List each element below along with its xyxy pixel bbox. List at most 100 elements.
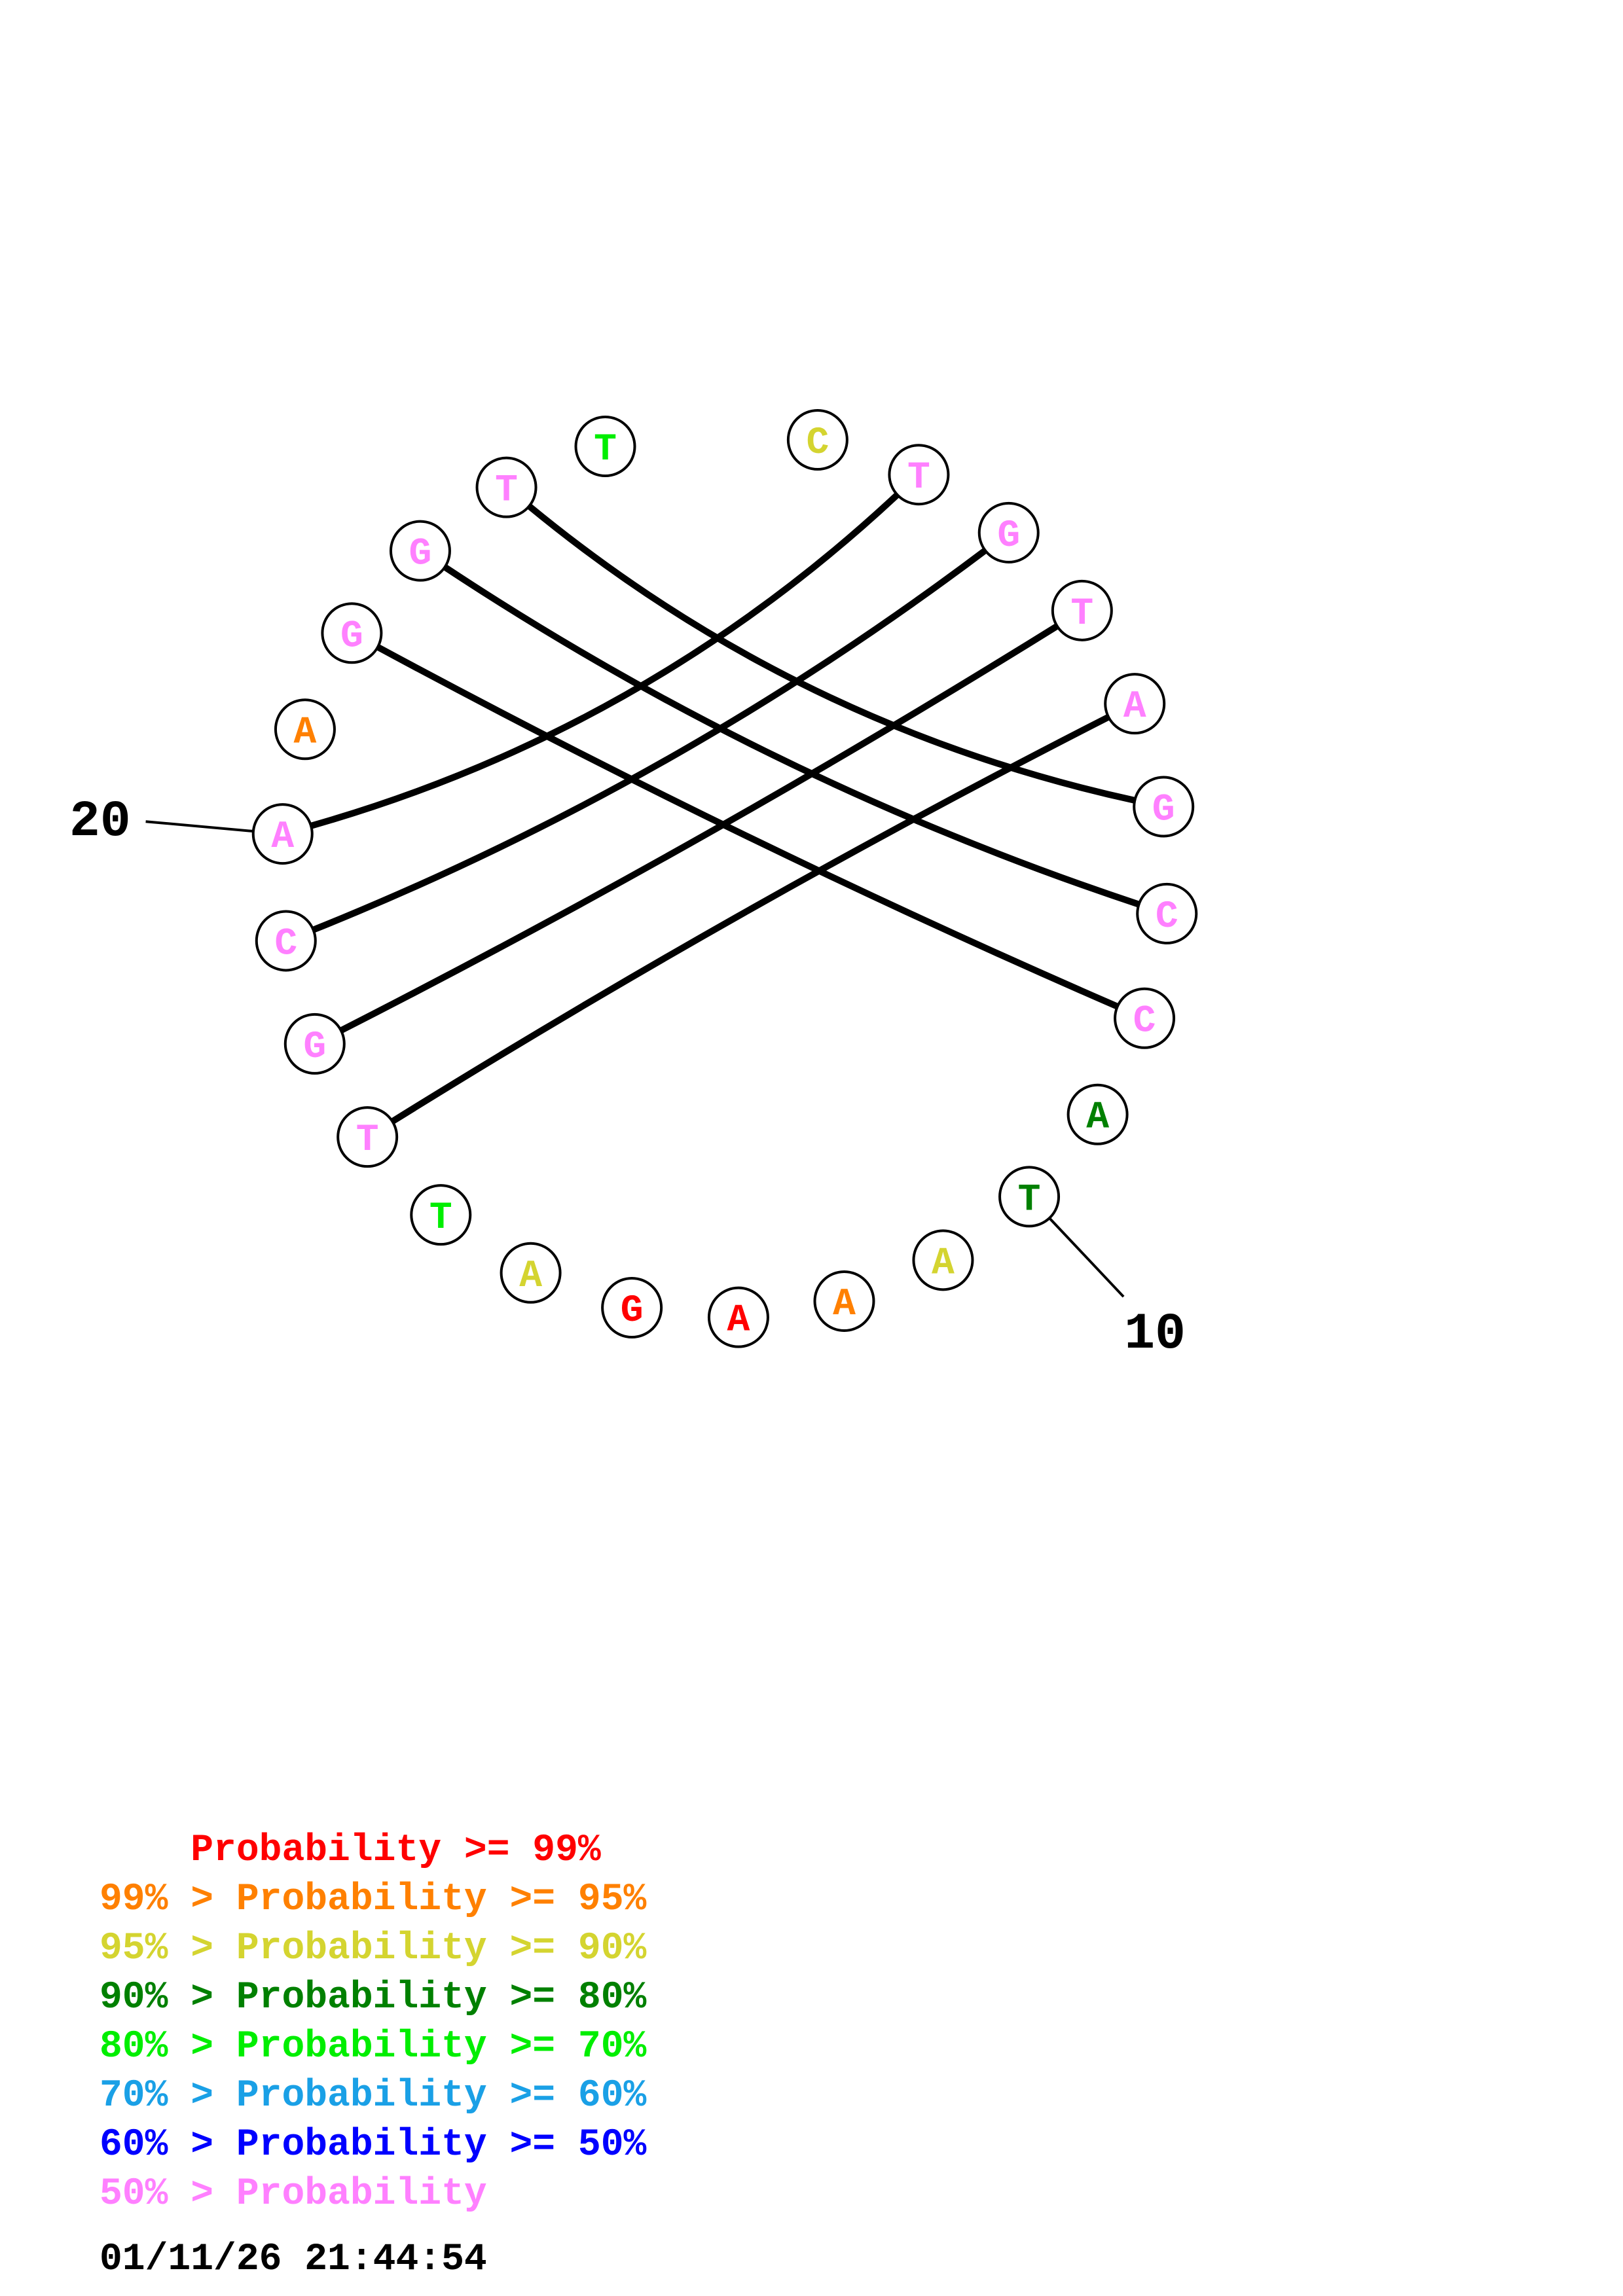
nucleotide-circle bbox=[912, 1229, 974, 1291]
base-pair-bond-2-20 bbox=[310, 492, 900, 829]
nucleotide-letter: G bbox=[409, 533, 432, 576]
nucleotide-circle bbox=[410, 1184, 472, 1246]
nucleotide-circle bbox=[500, 1242, 562, 1304]
nucleotide-letter: A bbox=[932, 1242, 955, 1285]
probability-legend: Probability >= 99% 99% > Probability >= 9… bbox=[100, 1826, 646, 2219]
nucleotide-3: G bbox=[977, 501, 1040, 564]
nucleotide-20: A bbox=[251, 803, 314, 865]
nucleotide-circle bbox=[321, 602, 383, 664]
nucleotide-letter: T bbox=[1018, 1179, 1041, 1221]
nucleotide-7: C bbox=[1136, 882, 1198, 944]
nucleotide-23: G bbox=[389, 520, 451, 582]
nucleotide-letter: A bbox=[271, 816, 294, 859]
nucleotide-circle bbox=[888, 444, 950, 506]
base-pair-bond-3-19 bbox=[312, 547, 987, 933]
nucleotide-25: T bbox=[574, 416, 636, 478]
nucleotide-21: A bbox=[274, 698, 336, 761]
position-label-10: 10 bbox=[1124, 1306, 1186, 1363]
nucleotide-circle bbox=[475, 456, 538, 518]
nucleotide-12: A bbox=[813, 1270, 875, 1332]
nucleotide-letter: C bbox=[1133, 1001, 1156, 1043]
position-label-20: 20 bbox=[69, 793, 131, 851]
nucleotide-letter: A bbox=[1086, 1097, 1109, 1139]
nucleotide-letter: G bbox=[997, 515, 1020, 558]
position-ticks: 10 20 bbox=[69, 793, 1186, 1363]
nucleotide-letter: T bbox=[907, 457, 930, 499]
nucleotide-circle bbox=[337, 1106, 399, 1168]
legend-entry-p99: Probability >= 99% bbox=[100, 1829, 601, 1872]
nucleotide-circle bbox=[1051, 579, 1113, 641]
nucleotide-letter: C bbox=[1156, 896, 1178, 939]
legend-entry-p50: 60% > Probability >= 50% bbox=[100, 2124, 647, 2166]
nucleotide-letter: A bbox=[833, 1283, 856, 1326]
position-tick-10 bbox=[1048, 1217, 1125, 1298]
timestamp: 01/11/26 21:44:54 bbox=[100, 2238, 487, 2281]
nucleotide-19: C bbox=[255, 910, 317, 972]
nucleotide-circle bbox=[977, 501, 1040, 564]
nucleotide-circle bbox=[1133, 776, 1195, 838]
nucleotide-circle bbox=[707, 1286, 769, 1348]
base-pair-bond-6-24 bbox=[527, 503, 1136, 804]
legend-entry-p60: 70% > Probability >= 60% bbox=[100, 2075, 647, 2117]
nucleotide-letter: G bbox=[340, 615, 363, 658]
nucleotide-circle bbox=[1136, 882, 1198, 944]
nucleotide-11: A bbox=[912, 1229, 974, 1291]
nucleotide-circle bbox=[998, 1166, 1061, 1228]
nucleotide-2: T bbox=[888, 444, 950, 506]
nucleotide-17: T bbox=[337, 1106, 399, 1168]
legend-entry-p80: 90% > Probability >= 80% bbox=[100, 1977, 647, 2019]
nucleotide-24: T bbox=[475, 456, 538, 518]
nucleotide-circle bbox=[255, 910, 317, 972]
nucleotide-18: G bbox=[283, 1013, 346, 1075]
nucleotide-22: G bbox=[321, 602, 383, 664]
position-tick-20 bbox=[145, 820, 254, 833]
nucleotide-4: T bbox=[1051, 579, 1113, 641]
nucleotide-1: C bbox=[786, 409, 848, 471]
base-pair-bond-7-23 bbox=[443, 564, 1140, 908]
base-pair-bond-8-22 bbox=[376, 644, 1119, 1010]
nucleotide-circle bbox=[389, 520, 451, 582]
nucleotide-letter: C bbox=[806, 422, 829, 465]
nucleotide-8: C bbox=[1114, 987, 1176, 1049]
nucleotide-5: A bbox=[1104, 673, 1166, 735]
nucleotide-circle bbox=[574, 416, 636, 478]
legend-entry-p95: 99% > Probability >= 95% bbox=[100, 1878, 647, 1921]
nucleotide-9: A bbox=[1067, 1083, 1129, 1145]
base-pair-bond-5-17 bbox=[390, 714, 1110, 1124]
nucleotide-letter: G bbox=[1152, 789, 1175, 832]
nucleotide-letter: T bbox=[495, 470, 518, 512]
legend-entry-plow: 50% > Probability bbox=[100, 2173, 487, 2215]
base-pair-bond-4-18 bbox=[339, 623, 1059, 1033]
nucleotide-letter: T bbox=[594, 429, 617, 471]
nucleotide-6: G bbox=[1133, 776, 1195, 838]
nucleotide-circle bbox=[1067, 1083, 1129, 1145]
nucleotide-letter: G bbox=[621, 1290, 644, 1333]
legend-entry-p70: 80% > Probability >= 70% bbox=[100, 2026, 647, 2068]
nucleotide-letter: T bbox=[429, 1197, 452, 1240]
nucleotide-letter: A bbox=[1123, 686, 1146, 728]
nucleotide-letter: T bbox=[1070, 593, 1093, 636]
legend-entry-p90: 95% > Probability >= 90% bbox=[100, 1928, 647, 1970]
nucleotide-letter: C bbox=[274, 923, 297, 965]
nucleotide-circle bbox=[1104, 673, 1166, 735]
nucleotide-ring: C T G T A G C C A T A A A G A T T G C A A G G T T bbox=[251, 409, 1198, 1348]
nucleotide-13: A bbox=[707, 1286, 769, 1348]
nucleotide-letter: A bbox=[294, 711, 317, 754]
nucleotide-circle bbox=[283, 1013, 346, 1075]
nucleotide-circle bbox=[601, 1276, 663, 1338]
nucleotide-circle bbox=[274, 698, 336, 761]
nucleotide-15: A bbox=[500, 1242, 562, 1304]
nucleotide-10: T bbox=[998, 1166, 1061, 1228]
nucleotide-circle bbox=[251, 803, 314, 865]
nucleotide-circle bbox=[786, 409, 848, 471]
nucleotide-circle bbox=[1114, 987, 1176, 1049]
nucleotide-letter: G bbox=[303, 1026, 326, 1069]
nucleotide-letter: A bbox=[727, 1300, 750, 1342]
nucleotide-circle bbox=[813, 1270, 875, 1332]
nucleotide-16: T bbox=[410, 1184, 472, 1246]
base-pair-bonds bbox=[310, 492, 1140, 1124]
nucleotide-letter: T bbox=[356, 1119, 379, 1162]
nucleotide-letter: A bbox=[519, 1255, 542, 1298]
nucleotide-14: G bbox=[601, 1276, 663, 1338]
